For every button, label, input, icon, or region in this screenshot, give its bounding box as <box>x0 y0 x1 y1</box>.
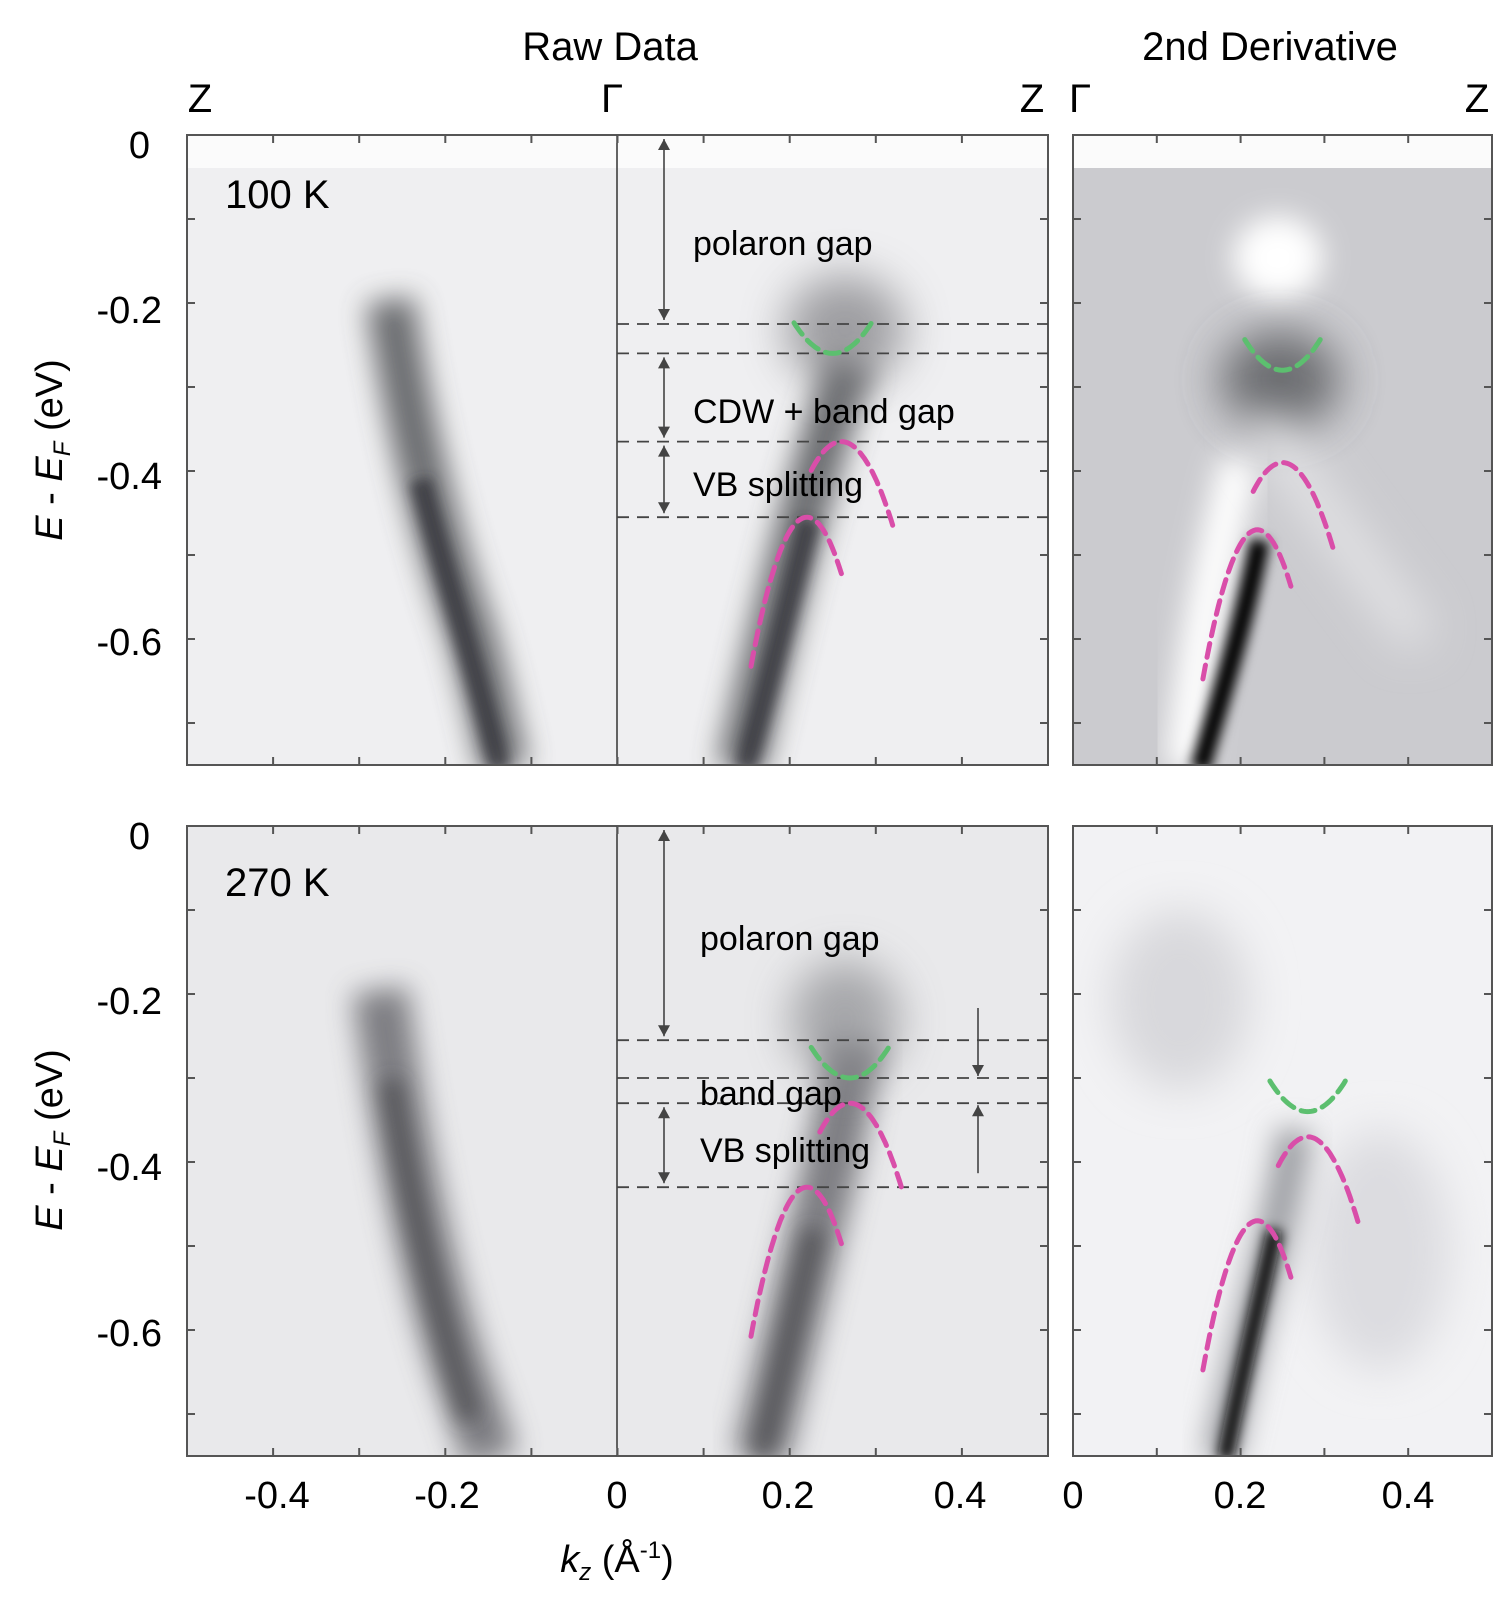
tick-marks <box>186 134 1493 1456</box>
xticks-deriv: 0 0.2 0.4 <box>1062 1475 1434 1517</box>
second-derivative-header: 2nd Derivative <box>1142 25 1398 69</box>
xtick-0-raw: 0 <box>606 1475 627 1517</box>
raw-data-header: Raw Data <box>522 25 698 69</box>
xtick-02-deriv: 0.2 <box>1214 1475 1267 1517</box>
label-band-gap-270k: band gap <box>700 1075 842 1113</box>
gap-arrow-head <box>658 357 670 369</box>
gap-arrow-head <box>658 502 670 514</box>
ytick-0-bottom: 0 <box>129 816 150 858</box>
xtick-04-raw: 0.4 <box>934 1475 987 1517</box>
band-gap-arrow-head <box>972 1065 984 1076</box>
magenta-valence-fit <box>1200 527 1294 682</box>
label-polaron-gap-100k: polaron gap <box>693 225 873 263</box>
label-cdw-band-gap-100k: CDW + band gap <box>693 393 955 431</box>
kpoint-z-raw-right: Z <box>1020 77 1044 121</box>
xlabel: kz (Å-1) <box>560 1537 674 1586</box>
green-conduction-fit <box>1242 337 1323 373</box>
green-conduction-fit <box>791 320 874 356</box>
yticks-bottom: 0 -0.2 -0.4 -0.6 <box>97 816 162 1355</box>
gap-arrow-head <box>658 426 670 438</box>
panel-deriv-100k <box>1073 135 1492 765</box>
xtick-04-deriv: 0.4 <box>1382 1475 1435 1517</box>
panel-deriv-270k <box>1073 826 1492 1456</box>
kpoint-gamma-raw: Γ <box>601 77 623 121</box>
temperature-label-270k: 270 K <box>225 861 330 905</box>
annotation-text: polaron gap CDW + band gap VB splitting … <box>693 225 955 1170</box>
ylabel-top: E - EF (eV) <box>29 359 76 541</box>
kpoint-gamma-deriv: Γ <box>1069 77 1091 121</box>
magenta-valence-fit <box>808 439 896 529</box>
label-vb-splitting-100k: VB splitting <box>693 466 863 504</box>
band-fits <box>748 320 1361 1373</box>
gap-arrow-head <box>658 309 670 320</box>
gap-overlays <box>617 139 1048 1189</box>
xtick-02-raw: 0.2 <box>762 1475 815 1517</box>
label-vb-splitting-270k: VB splitting <box>700 1132 870 1170</box>
xtick-0-deriv: 0 <box>1062 1475 1083 1517</box>
magenta-valence-fit <box>817 1100 905 1191</box>
band-gap-arrow-head <box>972 1105 984 1117</box>
xtick-m02: -0.2 <box>414 1475 479 1517</box>
ytick-02-bottom: -0.2 <box>97 981 162 1023</box>
ytick-0-top: 0 <box>129 125 150 167</box>
magenta-valence-fit <box>748 1184 844 1339</box>
magenta-valence-fit <box>748 514 844 669</box>
yticks-top: 0 -0.2 -0.4 -0.6 <box>97 125 162 664</box>
label-polaron-gap-270k: polaron gap <box>700 920 880 958</box>
ytick-06-bottom: -0.6 <box>97 1313 162 1355</box>
magenta-valence-fit <box>1250 460 1336 550</box>
green-conduction-fit <box>808 1044 892 1081</box>
magenta-valence-fit <box>1275 1134 1361 1224</box>
ytick-04-bottom: -0.4 <box>97 1147 162 1189</box>
gap-arrow-head <box>658 139 670 150</box>
gap-arrow-head <box>658 1107 670 1119</box>
ytick-06-top: -0.6 <box>97 622 162 664</box>
gap-arrow-head <box>658 830 670 841</box>
ytick-04-top: -0.4 <box>97 456 162 498</box>
gap-arrow-head <box>658 445 670 457</box>
panel-deriv-100k-frame <box>1072 134 1493 766</box>
magenta-valence-fit <box>1200 1218 1294 1373</box>
panel-deriv-270k-frame <box>1072 825 1493 1457</box>
temperature-label-100k: 100 K <box>225 173 330 217</box>
gap-arrow-head <box>658 1172 670 1184</box>
green-conduction-fit <box>1267 1078 1348 1115</box>
ytick-02-top: -0.2 <box>97 290 162 332</box>
kpoint-z-deriv: Z <box>1465 77 1489 121</box>
kpoint-z-left: Z <box>188 77 212 121</box>
xtick-m04: -0.4 <box>244 1475 309 1517</box>
gap-arrow-head <box>658 1025 670 1037</box>
xticks-raw: -0.4 -0.2 0 0.2 0.4 <box>244 1475 986 1517</box>
ylabel-bottom: E - EF (eV) <box>29 1049 76 1231</box>
